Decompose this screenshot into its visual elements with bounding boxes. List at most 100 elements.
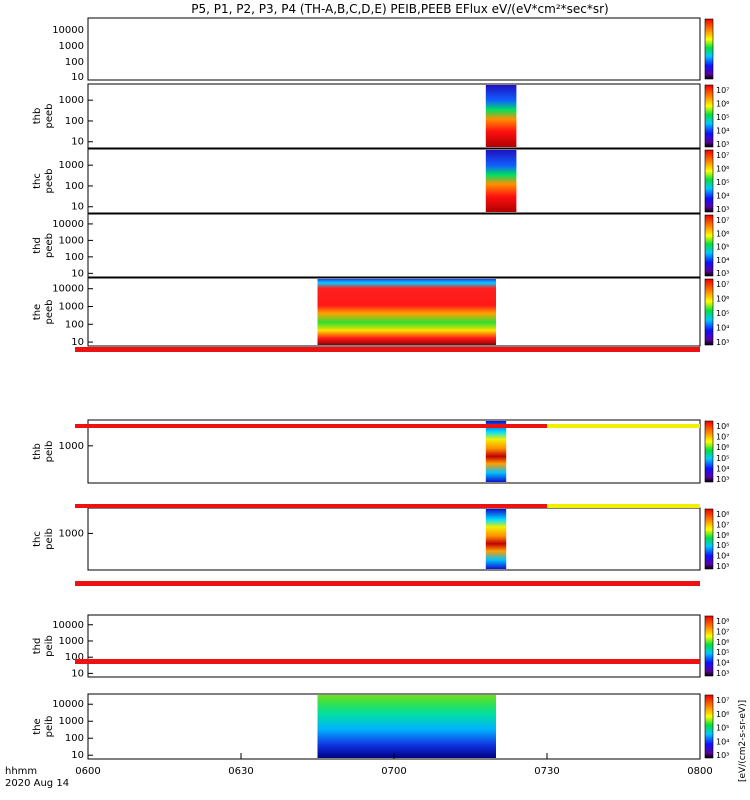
- saturation-bar: [75, 581, 700, 586]
- ylabel-thd-peeb: thd: [32, 237, 43, 254]
- ylabel-thb-peib: peib: [44, 441, 55, 463]
- xtick-label: 0800: [687, 766, 712, 777]
- colorbar-tick: 10⁵: [716, 454, 729, 463]
- colorbar-tick: 10⁴: [716, 464, 729, 473]
- ylabel-thc-peib: thc: [32, 531, 43, 547]
- panel-top-ytick: 1000: [59, 41, 84, 52]
- x-axis-label-date: 2020 Aug 14: [5, 778, 69, 789]
- panel-frame-thd-peib: [87, 614, 701, 678]
- spectrogram-thc-peib: [485, 509, 507, 569]
- spectrogram-thb-peeb: [485, 85, 517, 147]
- colorbar-label: [eV/(cm2-s-sr-eV)]: [738, 700, 748, 782]
- colorbar-tick: 10⁸: [716, 510, 729, 519]
- figure-title: P5, P1, P2, P3, P4 (TH-A,B,C,D,E) PEIB,P…: [191, 2, 608, 16]
- colorbar-tick: 10⁷: [716, 86, 729, 95]
- ytick-label: 1000: [59, 95, 84, 106]
- colorbar-tick: 10³: [716, 338, 729, 347]
- colorbar-tick: 10⁶: [716, 165, 729, 174]
- colorbar: [704, 278, 714, 346]
- ytick-label: 10: [71, 750, 84, 761]
- colorbar-tick: 10⁸: [716, 617, 729, 626]
- ytick-label: 1000: [59, 441, 84, 452]
- ytick-label: 10000: [52, 284, 84, 295]
- colorbar: [704, 420, 714, 483]
- ylabel-thb-peib: thb: [32, 443, 43, 460]
- colorbar-tick: 10⁴: [716, 192, 729, 201]
- colorbar: [704, 84, 714, 148]
- ylabel-thb-peeb: peeb: [44, 104, 55, 129]
- colorbar-tick: 10⁶: [716, 295, 729, 304]
- colorbar-tick: 10⁷: [716, 627, 729, 636]
- ytick-label: 10: [71, 137, 84, 148]
- panel-frame-thc-peib: [87, 507, 701, 571]
- colorbar-tick: 10³: [716, 669, 729, 678]
- panel-frame-thd-peeb: [87, 213, 701, 278]
- ylabel-the-peib: the: [32, 718, 43, 734]
- ytick-label: 100: [65, 181, 84, 192]
- ylabel-thd-peib: peib: [44, 635, 55, 657]
- colorbar-tick: 10⁴: [716, 659, 729, 668]
- ytick-label: 1000: [59, 301, 84, 312]
- colorbar-tick: 10⁴: [716, 127, 729, 136]
- colorbar-tick: 10⁵: [716, 243, 729, 252]
- colorbar-tick: 10⁷: [716, 433, 729, 442]
- colorbar-tick: 10⁶: [716, 531, 729, 540]
- ytick-label: 100: [65, 733, 84, 744]
- ytick-label: 1000: [59, 235, 84, 246]
- ytick-label: 1000: [59, 716, 84, 727]
- ylabel-thc-peeb: peeb: [44, 169, 55, 194]
- colorbar-tick: 10⁴: [716, 324, 729, 333]
- colorbar-tick: 10⁷: [716, 216, 729, 225]
- colorbar-tick: 10⁶: [716, 710, 729, 719]
- saturation-bar-yellow: [547, 424, 700, 428]
- colorbar: [704, 615, 714, 677]
- colorbar: [704, 18, 714, 80]
- saturation-bar-yellow: [547, 504, 700, 508]
- xtick-label: 0630: [228, 766, 253, 777]
- colorbar-tick: 10⁵: [716, 648, 729, 657]
- ytick-label: 1000: [59, 528, 84, 539]
- colorbar-tick: 10⁶: [716, 443, 729, 452]
- spectrogram-thc-peeb: [485, 150, 517, 212]
- panel-frame-thb-peib: [87, 419, 701, 484]
- ytick-label: 10000: [52, 219, 84, 230]
- colorbar-tick: 10⁷: [716, 696, 729, 705]
- ytick-label: 100: [65, 116, 84, 127]
- ytick-label: 10: [71, 268, 84, 279]
- colorbar-tick: 10³: [716, 751, 729, 760]
- panel-top-frame: [87, 17, 701, 81]
- colorbar: [704, 214, 714, 277]
- colorbar-tick: 10⁵: [716, 541, 729, 550]
- xtick-label: 0730: [534, 766, 559, 777]
- colorbar: [704, 149, 714, 213]
- colorbar-tick: 10⁸: [716, 422, 729, 431]
- colorbar-tick: 10⁵: [716, 178, 729, 187]
- colorbar-tick: 10⁴: [716, 552, 729, 561]
- colorbar-tick: 10⁶: [716, 638, 729, 647]
- ytick-label: 10000: [52, 699, 84, 710]
- ytick-label: 100: [65, 252, 84, 263]
- spectrogram-thb-peib: [485, 421, 507, 482]
- colorbar-tick: 10³: [716, 269, 729, 278]
- panel-top-ytick: 10000: [52, 25, 84, 36]
- colorbar-tick: 10⁶: [716, 229, 729, 238]
- colorbar-tick: 10⁴: [716, 737, 729, 746]
- colorbar-tick: 10⁶: [716, 100, 729, 109]
- panel-top-ytick: 10: [71, 72, 84, 83]
- ytick-label: 1000: [59, 160, 84, 171]
- xtick-label: 0600: [75, 766, 100, 777]
- saturation-bar: [75, 347, 700, 352]
- xtick-label: 0700: [381, 766, 406, 777]
- ylabel-the-peeb: peeb: [44, 300, 55, 325]
- ytick-label: 10: [71, 337, 84, 348]
- colorbar-tick: 10⁵: [716, 113, 729, 122]
- colorbar-tick: 10³: [716, 562, 729, 571]
- colorbar-tick: 10³: [716, 205, 729, 214]
- ytick-label: 10000: [52, 620, 84, 631]
- ytick-label: 10: [71, 668, 84, 679]
- colorbar-tick: 10³: [716, 140, 729, 149]
- saturation-bar: [75, 504, 547, 508]
- colorbar: [704, 508, 714, 570]
